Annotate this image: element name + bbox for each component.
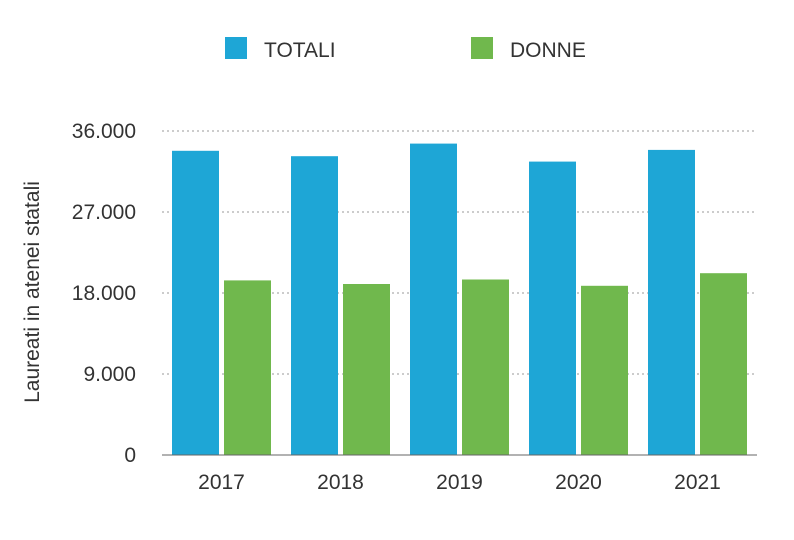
legend: TOTALI DONNE [225, 37, 586, 62]
x-tick-label: 2020 [555, 471, 602, 494]
x-axis-ticks: 2017 2018 2019 2020 2021 [198, 471, 721, 494]
x-tick-label: 2019 [436, 471, 483, 494]
y-tick-label: 36.000 [72, 120, 136, 143]
bar-donne-2020 [581, 285, 628, 455]
bar-donne-2021 [700, 273, 747, 455]
bar-donne-2019 [462, 279, 509, 455]
bar-totali-2020 [529, 161, 576, 455]
y-axis-ticks: 0 9.000 18.000 27.000 36.000 [72, 120, 136, 467]
x-tick-label: 2017 [198, 471, 245, 494]
bar-totali-2017 [172, 150, 219, 456]
legend-swatch-donne [471, 37, 493, 59]
y-tick-label: 0 [124, 444, 136, 467]
bar-donne-2017 [224, 280, 271, 455]
bar-totali-2021 [648, 149, 695, 455]
x-tick-label: 2018 [317, 471, 364, 494]
bars [172, 143, 747, 456]
legend-label-totali: TOTALI [264, 39, 336, 62]
y-tick-label: 9.000 [83, 363, 136, 386]
y-axis-label: Laureati in atenei statali [21, 181, 44, 403]
bar-totali-2019 [410, 143, 457, 455]
legend-swatch-totali [225, 37, 247, 59]
legend-label-donne: DONNE [510, 39, 586, 62]
bar-totali-2018 [291, 156, 338, 455]
y-tick-label: 18.000 [72, 282, 136, 305]
bar-donne-2018 [343, 284, 390, 455]
y-tick-label: 27.000 [72, 201, 136, 224]
x-tick-label: 2021 [674, 471, 721, 494]
